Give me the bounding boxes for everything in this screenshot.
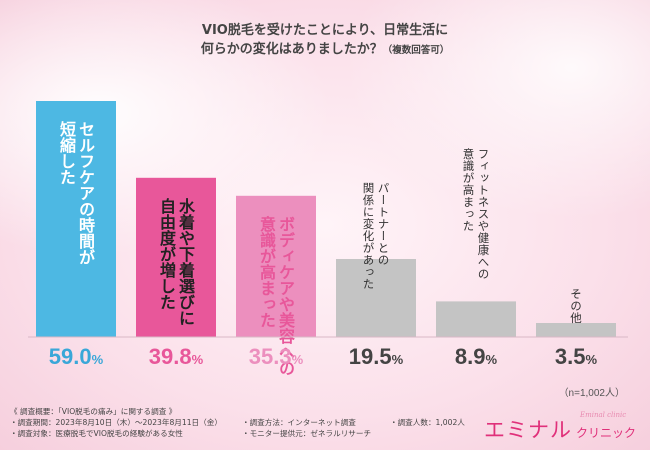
- bar-3: [236, 195, 316, 337]
- clinic-logo: エミナル Eminal clinic クリニック: [484, 410, 644, 446]
- survey-heading: 《 調査概要：「VIO脱毛の痛み」に関する調査 》: [10, 407, 177, 416]
- survey-count: ・調査人数：1,002人: [390, 418, 465, 427]
- category-label-1-line-2: 短縮した: [57, 120, 76, 185]
- category-label-2-line-2: 自由度が増した: [157, 197, 176, 310]
- value-label-1: 59.0%: [49, 344, 104, 369]
- bar-4: [336, 259, 416, 337]
- logo-script: Eminal clinic: [580, 411, 627, 419]
- category-label-3-line-2: 意識が高まった: [257, 215, 276, 328]
- category-label-5-line-1: フィットネスや健康への: [477, 148, 491, 280]
- logo-main: エミナル: [484, 418, 572, 442]
- category-label-2-line-1: 水着や下着選びに: [176, 197, 196, 326]
- chart-title: VIO脱毛を受けたことにより、日常生活に何らかの変化はありましたか？（複数回答可…: [201, 22, 450, 57]
- title-line-2: 何らかの変化はありましたか？（複数回答可）: [201, 41, 450, 57]
- survey-target: ・調査対象：医療脱毛でVIO脱毛の経験がある女性: [10, 429, 183, 438]
- title-line-1: VIO脱毛を受けたことにより、日常生活に: [202, 22, 448, 38]
- bar-6: [536, 323, 616, 337]
- chart: VIO脱毛を受けたことにより、日常生活に何らかの変化はありましたか？（複数回答可…: [28, 22, 628, 399]
- category-label-6-line-1: その他: [569, 288, 583, 324]
- survey-period: ・調査期間：2023年8月10日（木）〜2023年8月11日（金）: [10, 418, 222, 427]
- sample-note: （n=1,002人）: [559, 387, 625, 399]
- category-label-1-line-1: セルフケアの時間が: [76, 121, 95, 265]
- survey-provider: ・モニター提供元：ゼネラルリサーチ: [242, 429, 372, 438]
- value-label-4: 19.5%: [349, 344, 404, 369]
- value-label-2: 39.8%: [149, 344, 204, 369]
- bar-1: [36, 101, 116, 337]
- survey-footer: 《 調査概要：「VIO脱毛の痛み」に関する調査 》 ・調査期間：2023年8月1…: [10, 406, 470, 439]
- category-label-4-line-1: パートナーとの: [377, 182, 391, 266]
- bar-2: [136, 177, 216, 337]
- value-label-6: 3.5%: [555, 344, 598, 369]
- logo-sub: クリニック: [576, 426, 637, 440]
- bar-5: [436, 301, 516, 337]
- value-label-3: 35.3%: [249, 344, 304, 369]
- category-label-3-line-1: ボディケアや美容への: [276, 216, 296, 376]
- survey-method: ・調査方法：インターネット調査: [242, 418, 356, 427]
- value-label-5: 8.9%: [455, 344, 498, 369]
- value-labels: 59.0% 39.8% 35.3% 19.5% 8.9% 3.5%: [49, 344, 598, 369]
- category-label-4-line-2: 関係に変化があった: [362, 182, 376, 290]
- category-label-5-line-2: 意識が高まった: [462, 147, 476, 232]
